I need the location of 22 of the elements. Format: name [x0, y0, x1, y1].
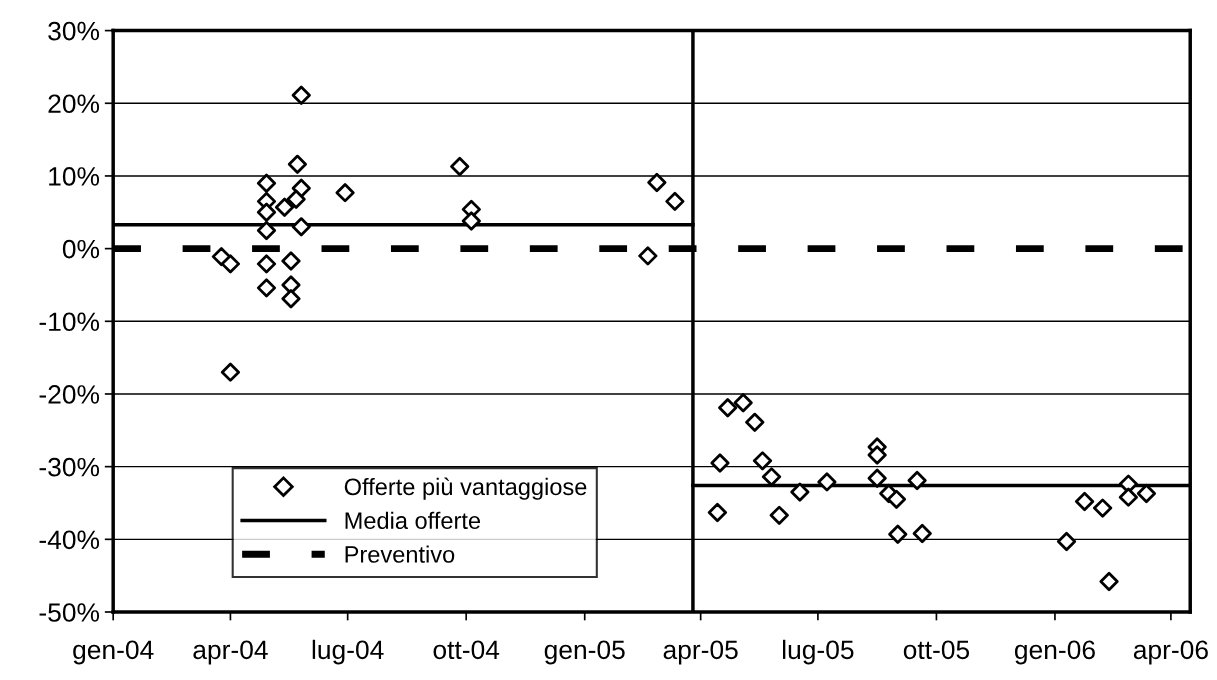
- x-tick-label: apr-05: [663, 640, 738, 665]
- x-tick-label: lug-05: [783, 639, 854, 665]
- y-tick-label: 0%: [62, 239, 100, 259]
- y-tick-label: -40%: [39, 530, 100, 550]
- legend-label: Preventivo: [345, 545, 455, 563]
- y-tick-label: -20%: [39, 385, 100, 404]
- y-tick-label: 10%: [49, 167, 100, 186]
- y-tick-label: -30%: [39, 457, 100, 477]
- x-tick-label: gen-04: [73, 640, 154, 665]
- y-tick-label: -10%: [39, 312, 100, 332]
- x-tick-label: ott-05: [903, 640, 970, 660]
- legend-label: Media offerte: [345, 511, 481, 530]
- x-tick-label: apr-06: [1133, 640, 1208, 665]
- x-tick-label: ott-04: [433, 640, 500, 660]
- y-tick-label: 20%: [48, 94, 100, 114]
- x-tick-label: gen-05: [544, 640, 625, 665]
- x-tick-label: gen-06: [1014, 640, 1095, 665]
- x-tick-label: apr-04: [193, 640, 268, 665]
- x-tick-label: lug-04: [312, 639, 384, 665]
- y-tick-label: 30%: [48, 21, 100, 41]
- legend-label: Offerte più vantaggiose: [344, 477, 587, 500]
- y-tick-label: -50%: [39, 603, 100, 622]
